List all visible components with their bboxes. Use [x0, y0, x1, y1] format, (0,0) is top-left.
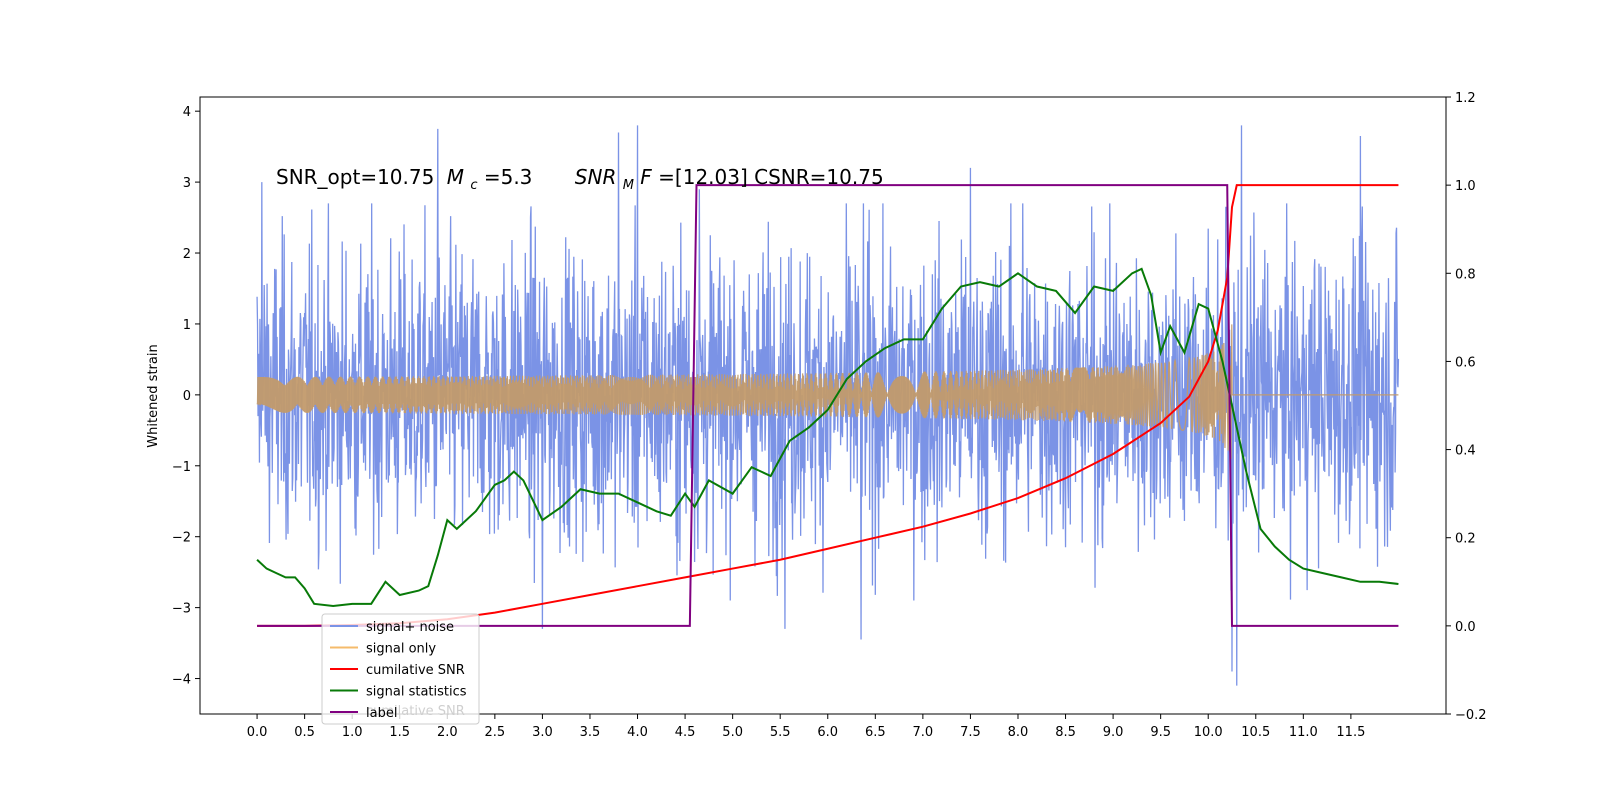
series-group — [256, 125, 1400, 686]
x-tick-label: 8.5 — [1055, 725, 1076, 740]
y-tick-label: 0 — [183, 389, 191, 404]
x-tick-label: 1.5 — [389, 725, 410, 740]
annotation-mc-value: =5.3 — [484, 165, 533, 189]
y-tick-label: −3 — [172, 602, 191, 617]
y2-tick-label: 0.2 — [1455, 532, 1476, 547]
annotation-mf-sub: M — [623, 178, 634, 193]
plot-frame — [199, 96, 1447, 715]
annotation-mf-symbol: SNR — [575, 165, 617, 189]
y2-tick-label: 0.6 — [1455, 355, 1476, 370]
x-tick-label: 9.5 — [1150, 725, 1171, 740]
x-tick-label: 3.5 — [580, 725, 601, 740]
y2-tick-label: 1.2 — [1455, 91, 1476, 106]
x-tick-label: 9.0 — [1103, 725, 1124, 740]
axes: 0.0 0.5 1.0 1.5 2.0 2.5 3.0 3.5 4.0 4.5 5.0 5.5 6.0 6… — [172, 91, 1487, 740]
legend: cumilative SNR signal+ noise signal only cu… — [321, 613, 480, 725]
y-tick-label: −4 — [172, 673, 191, 688]
legend-ghost-text: cumilative SNR — [366, 704, 465, 719]
annotation-mf-tail: F — [640, 165, 652, 189]
y2-tick-label: 1.0 — [1455, 179, 1476, 194]
series-signal-statistics-line — [256, 267, 1399, 608]
x-tick-label: 8.0 — [1008, 725, 1029, 740]
x-tick-label: 10.0 — [1194, 725, 1223, 740]
legend-entry-label: signal+ noise — [366, 620, 454, 635]
legend-box — [321, 613, 480, 725]
legend-entry-label: signal only — [366, 642, 436, 657]
y-tick-label: 3 — [183, 176, 191, 191]
series-signal-noise-line — [256, 125, 1400, 686]
y2-tick-label: 0.8 — [1455, 267, 1476, 282]
x-tick-label: 11.5 — [1336, 725, 1365, 740]
x-tick-label: 4.0 — [627, 725, 648, 740]
y-tick-label: 2 — [183, 247, 191, 262]
x-tick-label: 10.5 — [1241, 725, 1270, 740]
y2-tick-label: 0.4 — [1455, 444, 1476, 459]
x-tick-label: 5.5 — [770, 725, 791, 740]
series-label-line — [257, 184, 1399, 627]
x-tick-label: 7.5 — [960, 725, 981, 740]
y-tick-label: −2 — [172, 531, 191, 546]
x-tick-label: 5.0 — [722, 725, 743, 740]
annotation-mc-symbol: M — [447, 165, 464, 189]
y2-tick-label: 0.0 — [1455, 620, 1476, 635]
legend-entry-label: label — [366, 706, 397, 721]
series-signal-only-line — [256, 324, 1399, 460]
x-tick-label: 7.0 — [913, 725, 934, 740]
x-tick-label: 0.0 — [247, 725, 268, 740]
x-tick-label: 2.5 — [485, 725, 506, 740]
x-tick-label: 1.0 — [342, 725, 363, 740]
x-tick-label: 3.0 — [532, 725, 553, 740]
x-tick-label: 4.5 — [675, 725, 696, 740]
x-tick-label: 0.5 — [294, 725, 315, 740]
annotation-mf-value: =[12.03] CSNR=10.75 — [658, 165, 884, 189]
annotation-snr-opt: SNR_opt=10.75 — [276, 165, 434, 189]
x-tick-label: 2.0 — [437, 725, 458, 740]
annotation-mc-sub: c — [470, 178, 477, 193]
plot-area — [256, 125, 1400, 686]
legend-entry-label: cumilative SNR — [366, 663, 465, 678]
y2-tick-label: −0.2 — [1455, 708, 1487, 723]
x-tick-label: 6.0 — [817, 725, 838, 740]
x-tick-label: 11.0 — [1289, 725, 1318, 740]
x-tick-label: 6.5 — [865, 725, 886, 740]
y-tick-label: 1 — [183, 318, 191, 333]
y-axis-label: Whitened strain — [146, 344, 161, 447]
snr-annotation: SNR_opt=10.75 M c =5.3 SNR M F =[12.03] … — [276, 165, 884, 194]
y-tick-label: 4 — [183, 105, 191, 120]
y-tick-label: −1 — [172, 460, 191, 475]
legend-entry-label: signal statistics — [366, 685, 467, 700]
